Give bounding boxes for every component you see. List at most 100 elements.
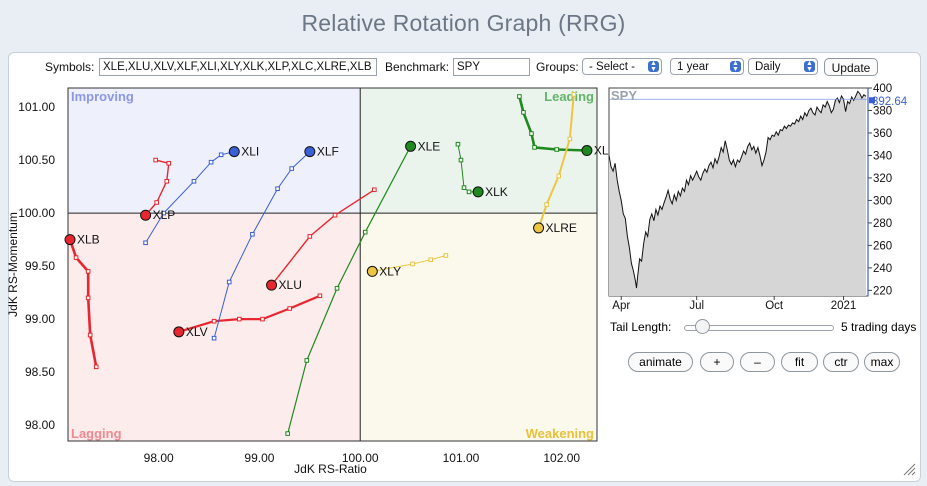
plot-frame <box>67 87 598 442</box>
label-xlv: XLV <box>186 325 208 339</box>
quadrant-label-improving: Improving <box>71 89 134 104</box>
tail-point-xlv <box>287 306 292 311</box>
label-xly: XLY <box>379 264 401 278</box>
tail-xlv <box>177 294 321 333</box>
fit-button[interactable]: fit <box>781 352 818 372</box>
rrg-quadrants: Improving Leading Lagging Weakening <box>68 88 597 441</box>
head-xlk <box>472 186 484 198</box>
tail-length-slider-thumb[interactable] <box>694 319 710 334</box>
head-xle <box>405 140 417 152</box>
frequency-select[interactable]: Daily ▲ ▼ <box>748 58 818 75</box>
tail-point-xly <box>410 261 415 267</box>
tail-point-xlf <box>250 231 255 237</box>
label-xlf: XLF <box>317 145 339 159</box>
tail-point-xle <box>362 229 368 235</box>
center-button[interactable]: ctr <box>823 352 859 372</box>
groups-select[interactable]: - Select - ▲ ▼ <box>582 58 662 75</box>
quadrant-weakening <box>360 213 597 441</box>
tail-point-xlk <box>455 141 461 147</box>
x-tick-label: 102.00 <box>543 451 580 465</box>
quadrant-lagging <box>68 213 361 441</box>
groups-label: Groups: <box>536 60 579 74</box>
head-xlu <box>266 279 278 291</box>
tail-point-xlp <box>166 160 172 166</box>
x-tick-label: 100.00 <box>342 451 379 465</box>
symbols-label: Symbols: <box>45 60 95 74</box>
quadrant-label-leading: Leading <box>544 89 594 104</box>
benchmark-input[interactable]: SPY <box>453 58 530 76</box>
groups-select-value: - Select - <box>589 61 636 73</box>
tail-point-xlp <box>164 178 170 184</box>
tail-point-xli <box>218 152 224 158</box>
y-tick-label: 99.50 <box>25 259 55 273</box>
title-bar: Relative Rotation Graph (RRG) <box>0 0 927 48</box>
tail-xlb <box>68 238 98 369</box>
tail-point-xlp <box>153 157 158 163</box>
x-tick-label: 99.00 <box>244 451 274 465</box>
tail-point-xli <box>191 178 197 184</box>
tail-point-xle <box>304 358 310 363</box>
tail-xlf <box>213 151 311 339</box>
tail-point-xlv <box>211 318 217 324</box>
tail-point-xlre <box>571 92 577 97</box>
chevron-updown-icon: ▲ ▼ <box>804 60 815 73</box>
y-tick-label: 98.00 <box>25 418 55 432</box>
rrg-series <box>64 92 593 436</box>
tail-point-xlu <box>372 187 377 193</box>
head-xlre <box>533 222 545 234</box>
resize-grip-icon[interactable] <box>902 462 916 476</box>
label-xli: XLI <box>241 145 259 159</box>
y-axis-label: JdK RS-Momentum <box>6 212 20 317</box>
tail-point-xlre <box>567 136 573 142</box>
zoom-in-button[interactable]: + <box>700 352 734 372</box>
head-xli <box>228 146 240 158</box>
tail-point-xly <box>443 253 449 258</box>
tail-point-xlu <box>332 212 338 218</box>
tail-xlu <box>270 189 375 286</box>
tail-point-xli <box>161 210 167 216</box>
tail-point-xlf <box>289 166 294 171</box>
tail-length-slider[interactable] <box>684 325 834 331</box>
period-select-value: 1 year <box>677 61 709 73</box>
head-xlv <box>173 326 185 338</box>
label-xle: XLE <box>418 139 441 153</box>
tail-point-xlc <box>517 94 522 99</box>
tail-point-xlp <box>154 200 159 205</box>
head-xlb <box>64 234 76 246</box>
period-select[interactable]: 1 year ▲ ▼ <box>670 58 744 75</box>
tail-point-xlc <box>521 110 526 115</box>
tail-xlc <box>518 95 589 152</box>
chevron-updown-icon: ▲ ▼ <box>730 60 741 73</box>
tail-length-label: Tail Length: <box>610 320 672 334</box>
x-tick-label: 101.00 <box>443 451 480 465</box>
maximize-button[interactable]: max <box>864 352 900 372</box>
y-tick-label: 101.00 <box>18 100 55 114</box>
label-xlk: XLK <box>485 185 508 199</box>
tail-point-xli <box>208 159 214 165</box>
tail-point-xlc <box>532 145 537 150</box>
head-xlp <box>140 209 152 221</box>
tail-point-xlf <box>211 335 217 341</box>
y-tick-label: 99.00 <box>25 312 55 326</box>
label-xlb: XLB <box>77 233 100 247</box>
symbols-input[interactable]: XLE,XLU,XLV,XLF,XLI,XLY,XLK,XLP,XLC,XLRE… <box>99 58 377 76</box>
tail-point-xlb <box>85 295 91 301</box>
head-xlf <box>304 146 316 158</box>
zoom-out-button[interactable]: – <box>740 352 775 372</box>
update-button[interactable]: Update <box>824 58 878 76</box>
tail-point-xlb <box>73 255 79 260</box>
tail-point-xlb <box>93 364 99 370</box>
tail-point-xle <box>334 286 340 291</box>
tail-point-xlf <box>226 279 232 285</box>
tail-point-xlv <box>260 316 265 322</box>
tail-point-xlre <box>544 202 549 207</box>
tail-xly <box>371 255 447 272</box>
y-tick-label: 100.00 <box>18 206 55 220</box>
animate-button[interactable]: animate <box>628 352 693 372</box>
tail-point-xlb <box>87 332 93 338</box>
x-tick-label: 98.00 <box>144 451 174 465</box>
tail-point-xlv <box>236 316 242 322</box>
y-tick-label: 98.50 <box>25 365 55 379</box>
page-title: Relative Rotation Graph (RRG) <box>301 10 626 36</box>
